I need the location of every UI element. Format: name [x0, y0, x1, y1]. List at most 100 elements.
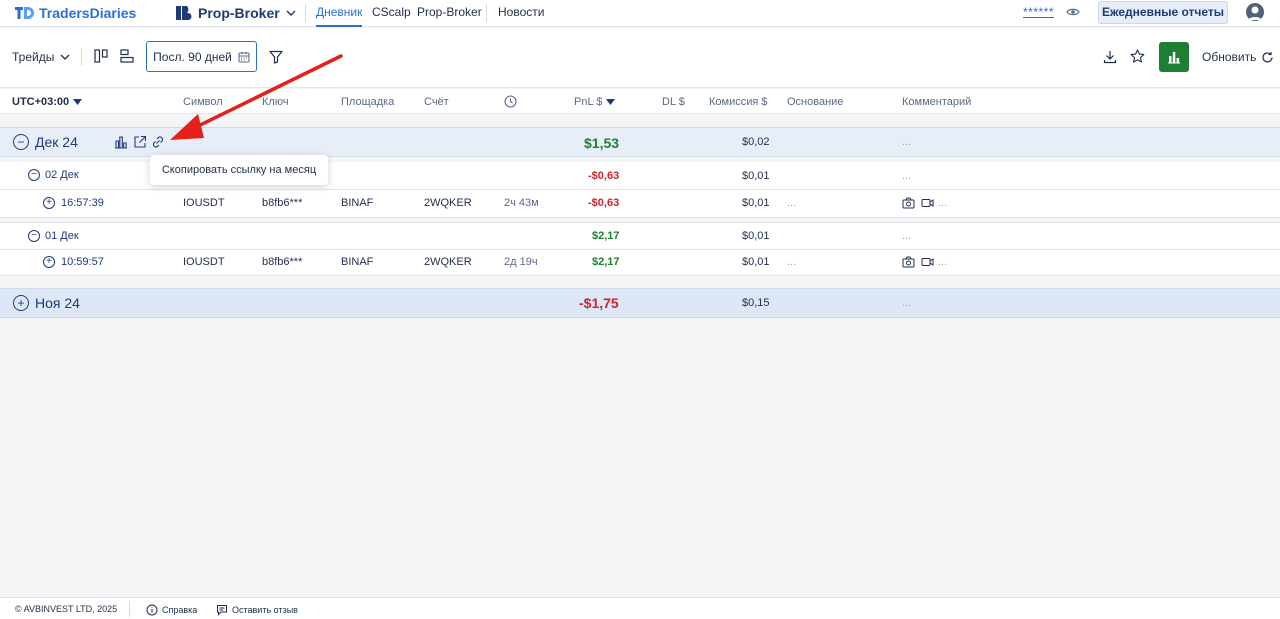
trade-toggle[interactable]: + 16:57:39: [43, 197, 104, 209]
collapse-icon[interactable]: −: [13, 134, 29, 150]
statistics-icon[interactable]: [114, 135, 128, 149]
trade-row[interactable]: + 16:57:39 IOUSDT b8fb6*** BINAF 2WQKER …: [0, 190, 1280, 218]
footer: © AVBINVEST LTD, 2025 Справка Оставить о…: [0, 597, 1280, 619]
tab-news[interactable]: Новости: [498, 5, 545, 19]
trade-toggle[interactable]: + 10:59:57: [43, 256, 104, 268]
exchange-header[interactable]: Площадка: [341, 96, 395, 108]
trade-comment[interactable]: ...: [938, 256, 948, 268]
collapse-icon[interactable]: −: [28, 169, 40, 181]
trade-exchange: BINAF: [341, 256, 374, 268]
month-comment[interactable]: ...: [902, 297, 912, 309]
trade-account: 2WQKER: [424, 256, 472, 268]
day-comment[interactable]: ...: [902, 170, 912, 182]
trade-reason[interactable]: ...: [787, 256, 797, 268]
logo-icon: [15, 7, 34, 19]
trade-row[interactable]: + 10:59:57 IOUSDT b8fb6*** BINAF 2WQKER …: [0, 250, 1280, 276]
tab-cscalp[interactable]: CScalp: [372, 5, 411, 19]
day-label: 02 Дек: [45, 169, 79, 181]
copy-link-tooltip: Скопировать ссылку на месяц: [150, 155, 328, 185]
timezone-header[interactable]: UTC+03:00: [12, 96, 83, 108]
account-header[interactable]: Счёт: [424, 96, 449, 108]
divider: [305, 4, 306, 22]
trade-account: 2WQKER: [424, 197, 472, 209]
pnl-header[interactable]: PnL $: [574, 96, 616, 108]
trade-duration: 2ч 43м: [504, 197, 539, 209]
eye-icon[interactable]: [1066, 7, 1080, 17]
timezone-label: UTC+03:00: [12, 96, 70, 108]
calendar-icon: [238, 51, 250, 63]
month-commission: $0,15: [742, 297, 770, 309]
camera-icon[interactable]: [902, 197, 915, 209]
day-commission: $0,01: [742, 170, 770, 182]
trade-comment[interactable]: ...: [938, 197, 948, 209]
month-pnl: -$1,75: [579, 295, 619, 311]
trade-pnl: $2,17: [592, 256, 620, 268]
expand-icon[interactable]: +: [13, 295, 29, 311]
key-header[interactable]: Ключ: [262, 96, 289, 108]
trades-label: Трейды: [12, 50, 55, 64]
month-toggle[interactable]: − Дек 24: [13, 134, 78, 150]
masked-balance[interactable]: ******: [1023, 5, 1055, 19]
clock-icon[interactable]: [504, 95, 517, 108]
day-toggle[interactable]: − 01 Дек: [28, 230, 79, 242]
refresh-icon: [1262, 51, 1273, 63]
month-row-nov[interactable]: + Ноя 24 -$1,75 $0,15 ...: [0, 288, 1280, 318]
columns-layout-icon[interactable]: [94, 49, 108, 63]
expand-icon[interactable]: +: [43, 197, 55, 209]
feedback-label: Оставить отзыв: [232, 605, 298, 615]
help-link[interactable]: Справка: [146, 604, 197, 616]
feedback-link[interactable]: Оставить отзыв: [216, 604, 298, 616]
bar-chart-icon: [1168, 52, 1180, 64]
star-icon[interactable]: [1130, 49, 1145, 64]
trades-dropdown[interactable]: Трейды: [12, 50, 70, 64]
table-header: UTC+03:00 Символ Ключ Площадка Счёт PnL …: [0, 89, 1280, 114]
comment-header[interactable]: Комментарий: [902, 96, 972, 108]
month-pnl: $1,53: [584, 135, 620, 151]
dl-header[interactable]: DL $: [662, 96, 685, 108]
day-comment[interactable]: ...: [902, 230, 912, 242]
month-commission: $0,02: [742, 136, 770, 148]
month-row-dec[interactable]: − Дек 24 $1,53 $0,02 ...: [0, 127, 1280, 157]
external-link-icon[interactable]: [133, 135, 147, 149]
day-toggle[interactable]: − 02 Дек: [28, 169, 79, 181]
trade-commission: $0,01: [742, 197, 770, 209]
download-icon[interactable]: [1103, 50, 1117, 64]
chart-view-button[interactable]: [1159, 42, 1189, 72]
annotation-arrow-icon: [170, 54, 343, 140]
trade-symbol: IOUSDT: [183, 197, 225, 209]
symbol-header[interactable]: Символ: [183, 96, 223, 108]
daily-reports-button[interactable]: Ежедневные отчеты: [1098, 1, 1228, 24]
broker-name: Prop-Broker: [198, 5, 280, 21]
month-label: Дек 24: [35, 134, 78, 150]
month-comment[interactable]: ...: [902, 136, 912, 148]
refresh-button[interactable]: Обновить: [1202, 50, 1274, 64]
copy-link-icon[interactable]: [151, 135, 165, 149]
camera-icon[interactable]: [902, 256, 915, 268]
avatar[interactable]: [1246, 3, 1264, 21]
commission-header[interactable]: Комиссия $: [709, 96, 768, 108]
trade-key: b8fb6***: [262, 256, 303, 268]
month-toggle[interactable]: + Ноя 24: [13, 295, 80, 311]
collapse-icon[interactable]: −: [28, 230, 40, 242]
toolbar: Трейды Посл. 90 дней: [0, 28, 1280, 88]
day-pnl: -$0,63: [588, 170, 620, 182]
logo[interactable]: TradersDiaries: [14, 3, 136, 23]
logo-text: TradersDiaries: [39, 5, 137, 21]
day-row-01[interactable]: − 01 Дек $2,17 $0,01 ...: [0, 222, 1280, 250]
period-label: Посл. 90 дней: [153, 49, 232, 64]
video-icon[interactable]: [921, 197, 934, 209]
tab-prop-broker[interactable]: Prop-Broker: [417, 5, 482, 19]
chevron-down-icon: [60, 54, 70, 60]
tab-diary[interactable]: Дневник: [316, 0, 363, 27]
help-label: Справка: [162, 605, 198, 615]
rows-layout-icon[interactable]: [120, 49, 134, 63]
refresh-label: Обновить: [1202, 50, 1257, 64]
reason-header[interactable]: Основание: [787, 96, 844, 108]
expand-icon[interactable]: +: [43, 256, 55, 268]
period-selector[interactable]: Посл. 90 дней: [146, 41, 257, 72]
day-pnl: $2,17: [592, 230, 620, 242]
video-icon[interactable]: [921, 256, 934, 268]
broker-selector[interactable]: Prop-Broker: [176, 3, 296, 23]
trade-reason[interactable]: ...: [787, 197, 797, 209]
filter-icon[interactable]: [269, 50, 283, 64]
